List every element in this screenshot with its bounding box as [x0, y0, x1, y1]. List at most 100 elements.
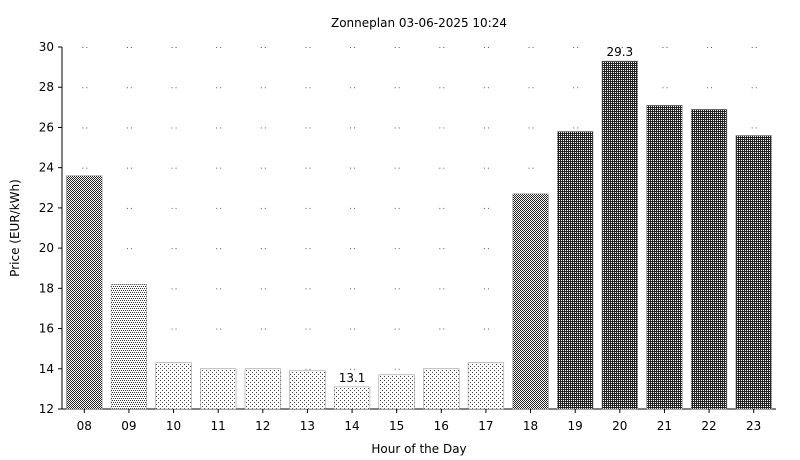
grid-dot [711, 47, 713, 48]
grid-dot [528, 167, 530, 169]
grid-dot [532, 87, 534, 89]
x-tick-label: 09 [121, 419, 136, 433]
grid-dot [707, 47, 709, 48]
bar-19 [557, 131, 594, 410]
y-tick-label: 14 [39, 362, 54, 376]
grid-dot [394, 87, 396, 89]
grid-dot [264, 248, 266, 250]
grid-dot [260, 47, 262, 48]
grid-dot [394, 167, 396, 169]
grid-dot [487, 248, 489, 250]
grid-dot [126, 207, 128, 209]
y-tick-label: 26 [39, 120, 54, 134]
grid-dot [216, 127, 218, 129]
grid-dot [126, 47, 128, 48]
x-tick-label: 12 [255, 419, 270, 433]
grid-dot [126, 87, 128, 89]
grid-dot [573, 47, 575, 48]
x-tick-label: 19 [568, 419, 583, 433]
grid-dot [350, 328, 352, 330]
grid-dot [398, 167, 400, 169]
grid-dot [175, 207, 177, 209]
x-tick-label: 16 [434, 419, 449, 433]
grid-dot [751, 47, 753, 48]
grid-dot [305, 288, 307, 290]
grid-dot [86, 47, 88, 48]
grid-dot [528, 47, 530, 48]
grid-dot [220, 127, 222, 129]
grid-dot [662, 87, 664, 89]
x-tick-label: 20 [612, 419, 627, 433]
grid-dot [171, 167, 173, 169]
grid-dot [175, 87, 177, 89]
grid-dot [439, 288, 441, 290]
grid-dot [398, 288, 400, 290]
grid-dot [443, 328, 445, 330]
bar-13 [289, 370, 326, 410]
grid-dots [82, 47, 757, 370]
bar-21 [646, 105, 683, 410]
grid-dot [528, 87, 530, 89]
y-axis-label: Price (EUR/kWh) [8, 179, 22, 277]
grid-dot [350, 368, 352, 370]
grid-dot [220, 288, 222, 290]
grid-dot [305, 127, 307, 129]
grid-dot [260, 288, 262, 290]
grid-dot [350, 167, 352, 169]
grid-dot [126, 127, 128, 129]
y-ticks: 12 14 16 18 20 22 24 26 28 30 [39, 40, 62, 416]
grid-dot [264, 328, 266, 330]
y-tick-label: 18 [39, 281, 54, 295]
grid-dot [350, 87, 352, 89]
grid-dot [443, 47, 445, 48]
grid-dot [309, 127, 311, 129]
grid-dot [532, 167, 534, 169]
grid-dot [305, 47, 307, 48]
grid-dot [171, 288, 173, 290]
x-tick-label: 21 [657, 419, 672, 433]
grid-dot [175, 127, 177, 129]
grid-dot [309, 47, 311, 48]
grid-dot [398, 248, 400, 250]
grid-dot [126, 248, 128, 250]
grid-dot [350, 127, 352, 129]
grid-dot [707, 87, 709, 89]
grid-dot [443, 207, 445, 209]
grid-dot [216, 328, 218, 330]
grid-dot [666, 87, 668, 89]
grid-dot [443, 87, 445, 89]
grid-dot [175, 288, 177, 290]
grid-dot [305, 167, 307, 169]
grid-dot [171, 47, 173, 48]
grid-dot [216, 248, 218, 250]
grid-dot [483, 127, 485, 129]
x-tick-label: 11 [211, 419, 226, 433]
grid-dot [443, 248, 445, 250]
bar-16 [423, 368, 460, 410]
grid-dot [309, 328, 311, 330]
grid-dot [216, 288, 218, 290]
grid-dot [264, 127, 266, 129]
grid-dot [220, 207, 222, 209]
x-tick-label: 15 [389, 419, 404, 433]
bar-08 [66, 175, 103, 410]
bar-17 [467, 362, 505, 410]
grid-dot [82, 127, 84, 129]
bar-11 [200, 368, 237, 410]
x-axis-label: Hour of the Day [371, 442, 466, 456]
grid-dot [666, 47, 668, 48]
data-labels: 13.1 29.3 [339, 45, 633, 385]
grid-dot [532, 47, 534, 48]
grid-dot [439, 127, 441, 129]
grid-dot [309, 248, 311, 250]
grid-dot [126, 167, 128, 169]
grid-dot [354, 368, 356, 370]
y-tick-label: 16 [39, 322, 54, 336]
grid-dot [483, 167, 485, 169]
grid-dot [443, 127, 445, 129]
grid-dot [309, 167, 311, 169]
grid-dot [439, 87, 441, 89]
grid-dot [573, 127, 575, 129]
grid-dot [398, 368, 400, 370]
grid-dot [309, 368, 311, 370]
